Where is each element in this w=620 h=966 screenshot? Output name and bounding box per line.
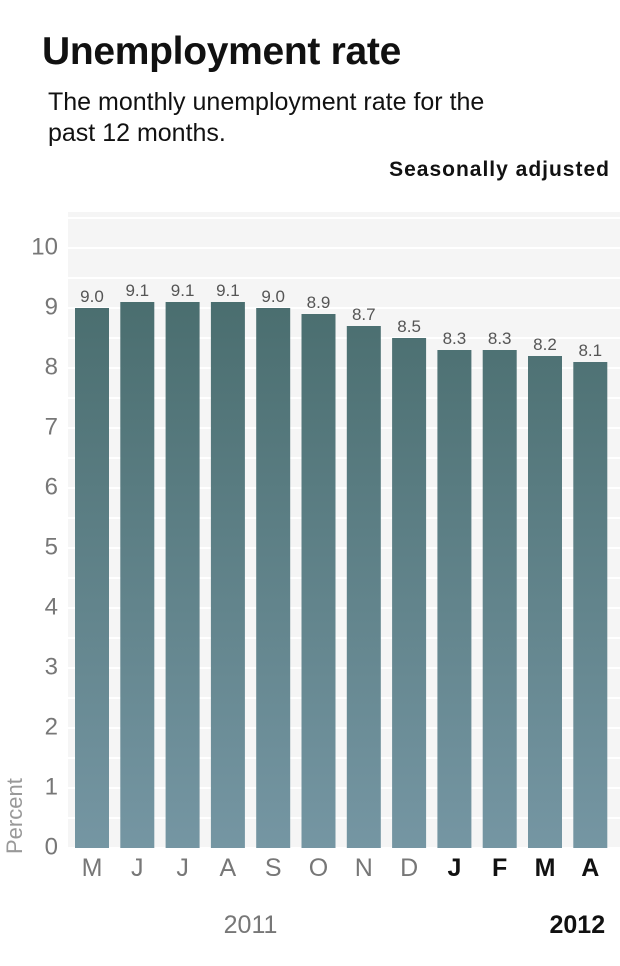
x-tick-label: D: [400, 854, 418, 882]
x-tick-label: A: [220, 854, 237, 882]
bar: [573, 362, 608, 848]
bar: [75, 308, 109, 848]
x-tick-label: O: [309, 854, 328, 882]
bar: [120, 302, 155, 848]
seasonally-adjusted-note: Seasonally adjusted: [389, 158, 610, 181]
chart-subtitle: The monthly unemployment rate for the pa…: [48, 88, 485, 147]
year-label: 2012: [549, 911, 605, 939]
chart-title: Unemployment rate: [42, 30, 401, 73]
x-tick-label: N: [355, 854, 373, 882]
x-tick-label: M: [82, 854, 103, 882]
bar-value-label: 9.0: [261, 287, 285, 306]
bar: [346, 326, 381, 848]
bar-value-label: 8.3: [443, 329, 467, 348]
x-tick-label: J: [131, 854, 144, 882]
y-tick-label: 1: [45, 773, 58, 800]
bar: [437, 350, 472, 848]
y-tick-label: 0: [45, 833, 58, 860]
y-tick-label: 10: [31, 233, 58, 260]
y-tick-label: 4: [45, 593, 58, 620]
x-tick-label: F: [492, 854, 507, 882]
bar-value-label: 8.9: [307, 293, 331, 312]
bar-value-label: 9.1: [125, 281, 149, 300]
y-tick-label: 3: [45, 653, 58, 680]
x-tick-label: J: [176, 854, 189, 882]
bar-value-label: 8.5: [397, 317, 421, 336]
year-label: 2011: [224, 911, 278, 939]
bar: [301, 314, 336, 848]
x-tick-label: S: [265, 854, 282, 882]
bar-value-label: 8.2: [533, 335, 557, 354]
bar: [210, 302, 245, 848]
bar-value-label: 8.1: [578, 341, 602, 360]
x-tick-label: M: [535, 854, 556, 882]
bar-value-label: 8.3: [488, 329, 512, 348]
bar: [528, 356, 562, 848]
bar-value-label: 8.7: [352, 305, 376, 324]
bar: [482, 350, 517, 848]
x-tick-label: A: [581, 854, 599, 882]
y-tick-label: 6: [45, 473, 58, 500]
bar: [256, 308, 291, 848]
y-tick-label: 9: [45, 293, 58, 320]
y-axis-label: Percent: [2, 778, 27, 854]
bar-value-label: 9.1: [171, 281, 195, 300]
bar-value-label: 9.1: [216, 281, 240, 300]
y-tick-label: 5: [45, 533, 58, 560]
x-tick-label: J: [447, 854, 461, 882]
y-tick-label: 2: [45, 713, 58, 740]
bar-value-label: 9.0: [80, 287, 104, 306]
bar: [392, 338, 427, 848]
bar: [165, 302, 200, 848]
y-tick-label: 8: [45, 353, 58, 380]
y-tick-label: 7: [45, 413, 58, 440]
